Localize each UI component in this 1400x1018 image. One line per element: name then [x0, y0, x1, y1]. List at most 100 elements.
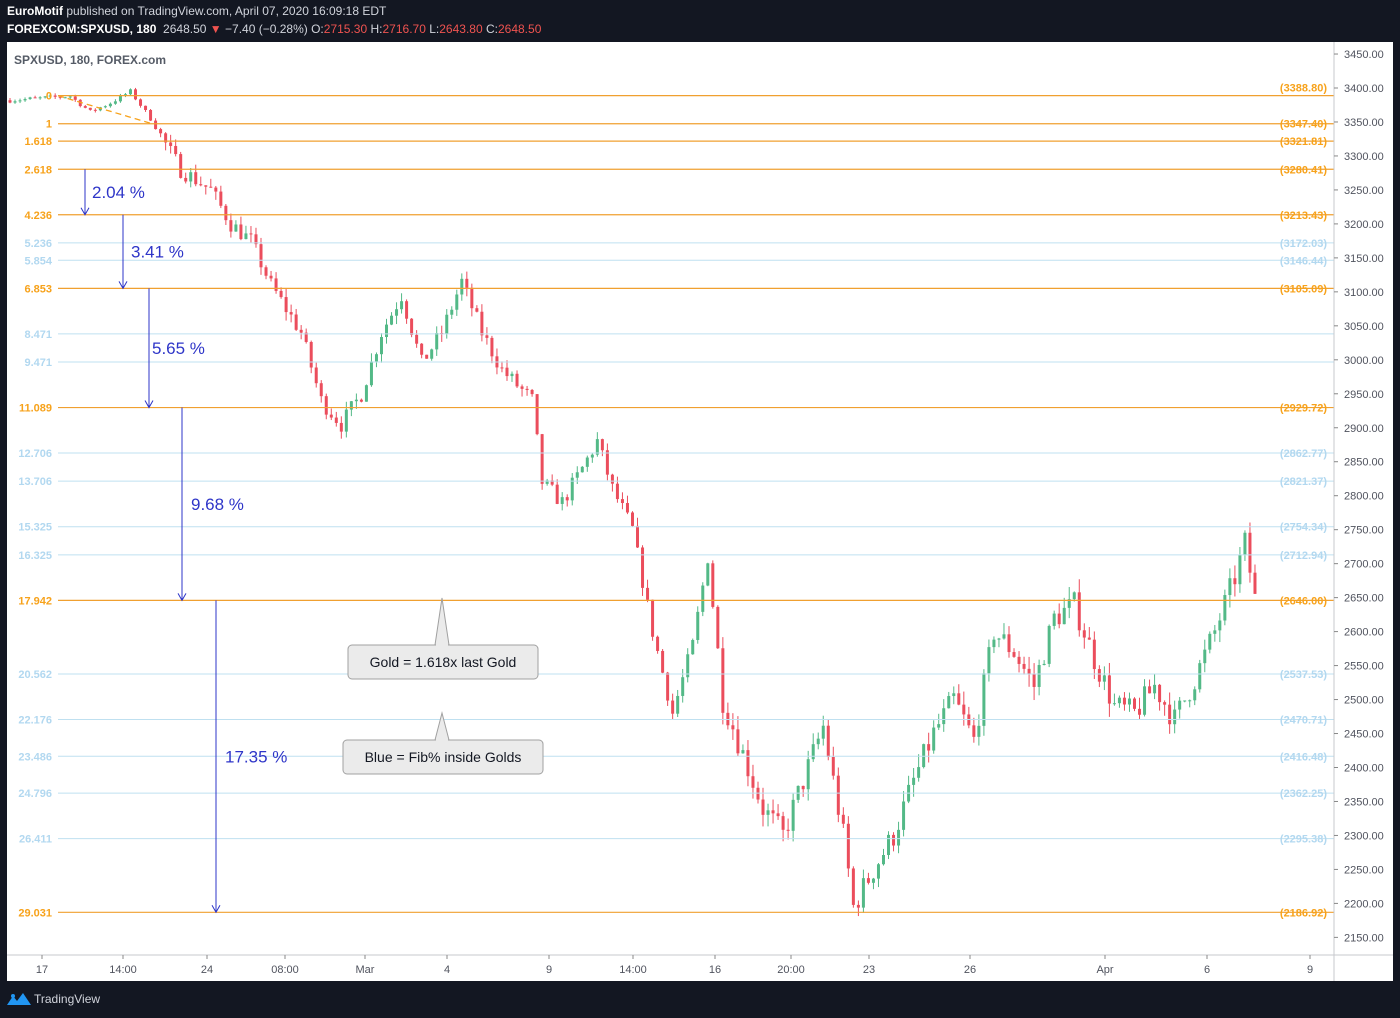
- publish-info: EuroMotif published on TradingView.com, …: [7, 4, 386, 18]
- fib-ratio-label: 5.236: [24, 238, 52, 250]
- y-tick-label: 2200.00: [1344, 898, 1384, 910]
- candle-body: [741, 750, 745, 754]
- chart-area[interactable]: 0 1 (3347.40) 1.618 (3321.81) 2.618 (3280.41) 4…: [7, 42, 1393, 981]
- candle-body: [696, 611, 700, 641]
- candle-body: [1188, 700, 1192, 702]
- fib-price-label: (2754.34): [1280, 522, 1327, 534]
- candle-body: [1097, 669, 1101, 682]
- open-value: 2715.30: [323, 22, 368, 36]
- candle-body: [982, 673, 986, 726]
- candle-body: [309, 341, 313, 368]
- fib-price-label: (2186.92): [1280, 907, 1327, 919]
- candle-body: [555, 484, 559, 504]
- candle-body: [1042, 663, 1046, 666]
- candle-body: [676, 695, 680, 714]
- candle-body: [686, 654, 690, 678]
- candle-body: [108, 103, 112, 107]
- candle-body: [385, 324, 389, 338]
- x-tick-label: 9: [546, 964, 552, 976]
- candle-body: [344, 409, 348, 432]
- candle-body: [1208, 633, 1212, 650]
- candle-body: [224, 205, 228, 221]
- footer: TradingView: [0, 981, 1400, 1018]
- candle-body: [1107, 675, 1111, 704]
- x-tick-label: 6: [1204, 964, 1210, 976]
- fib-ratio-label: 11.089: [19, 403, 52, 415]
- candle-body: [1213, 630, 1217, 634]
- x-tick-label: 26: [964, 964, 976, 976]
- fib-price-label: (3105.09): [1280, 283, 1327, 295]
- y-tick-label: 2150.00: [1344, 932, 1384, 944]
- down-arrow-icon: ▼: [209, 22, 222, 36]
- candle-body: [1102, 675, 1106, 682]
- fib-ratio-label: 26.411: [19, 834, 52, 846]
- x-tick-label: 20:00: [777, 964, 805, 976]
- candle-body: [420, 343, 424, 355]
- candle-body: [118, 95, 122, 102]
- candle-body: [1082, 630, 1086, 638]
- candle-body: [646, 587, 650, 600]
- candle-body: [500, 367, 504, 369]
- symbol-name[interactable]: FOREXCOM:SPXUSD, 180: [7, 22, 157, 36]
- candle-body: [1148, 686, 1152, 694]
- candle-body: [159, 129, 163, 134]
- candle-body: [279, 290, 283, 298]
- candle-body: [1057, 613, 1061, 625]
- candle-body: [1047, 625, 1051, 664]
- time-axis[interactable]: 17 14:00 24 08:00 Mar 4 9 14:00 16 20:00 23 26 Apr 6 9: [36, 955, 1313, 976]
- candle-body: [204, 185, 208, 187]
- candle-body: [1022, 663, 1026, 669]
- fib-price-label: (3321.81): [1280, 136, 1327, 148]
- fib-trend-line[interactable]: [57, 94, 153, 125]
- candle-body: [1248, 532, 1252, 573]
- candle-body: [209, 186, 213, 188]
- candle-body: [179, 154, 183, 178]
- candle-body: [942, 708, 946, 725]
- price-axis[interactable]: 3450.00 3400.00 3350.00 3300.00 3250.00 3200.…: [1334, 49, 1384, 944]
- low-label: L:: [429, 22, 440, 36]
- candle-body: [319, 383, 323, 397]
- author-name[interactable]: EuroMotif: [7, 4, 63, 18]
- candle-body: [184, 177, 188, 182]
- candle-body: [219, 191, 223, 206]
- callout-text: Blue = Fib% inside Golds: [365, 749, 522, 765]
- y-tick-label: 2400.00: [1344, 763, 1384, 775]
- y-tick-label: 3200.00: [1344, 219, 1384, 231]
- candle-body: [139, 99, 143, 106]
- y-tick-label: 2750.00: [1344, 525, 1384, 537]
- high-value: 2716.70: [382, 22, 426, 36]
- candle-body: [716, 606, 720, 649]
- candle-body: [600, 439, 604, 451]
- fib-ratio-label: 16.325: [18, 550, 52, 562]
- candle-body: [766, 810, 770, 815]
- candle-body: [1087, 637, 1091, 640]
- candle-body: [831, 757, 835, 776]
- arrow-down-icon: [211, 905, 221, 914]
- y-tick-label: 2850.00: [1344, 457, 1384, 469]
- tradingview-logo-icon[interactable]: [7, 991, 31, 1007]
- candle-body: [1178, 700, 1182, 710]
- candle-body: [515, 373, 519, 387]
- arrow-down-icon: [118, 281, 128, 290]
- candle-body: [8, 100, 12, 103]
- chart-svg[interactable]: 0 1 (3347.40) 1.618 (3321.81) 2.618 (3280.41) 4…: [7, 42, 1393, 981]
- x-tick-label: 9: [1307, 964, 1313, 976]
- candle-body: [791, 799, 795, 831]
- measure-percent-label: 5.65 %: [152, 339, 205, 358]
- measure-percent-label: 3.41 %: [131, 243, 184, 262]
- candle-body: [379, 337, 383, 355]
- y-tick-label: 2900.00: [1344, 423, 1384, 435]
- candle-body: [957, 693, 961, 705]
- candle-body: [1077, 592, 1081, 631]
- candle-body: [932, 727, 936, 751]
- fib-ratio-label: 15.325: [18, 522, 52, 534]
- candle-body: [410, 318, 414, 335]
- candle-body: [721, 648, 725, 713]
- tradingview-brand[interactable]: TradingView: [34, 992, 101, 1006]
- candle-body: [460, 278, 464, 295]
- candle-body: [405, 301, 409, 319]
- candle-body: [390, 315, 394, 325]
- candle-body: [1007, 634, 1011, 653]
- y-tick-label: 3100.00: [1344, 287, 1384, 299]
- candle-body: [801, 785, 805, 790]
